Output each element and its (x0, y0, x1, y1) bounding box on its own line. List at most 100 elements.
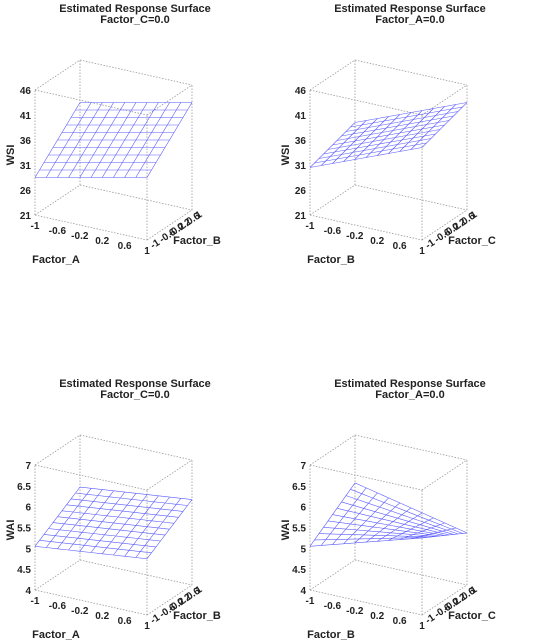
mesh-line-y (354, 502, 400, 544)
x-tick-label: 0.6 (393, 241, 407, 252)
surface-mesh (34, 486, 193, 560)
bounding-box-edge (79, 559, 193, 586)
x-tick-label: 0.2 (370, 236, 384, 247)
z-tick-label: 7 (25, 461, 31, 472)
bounding-box-edge (354, 559, 468, 586)
mesh-line-y (124, 102, 170, 178)
z-tick-label: 5 (25, 544, 31, 555)
mesh-line-y (135, 498, 182, 558)
bounding-box-edge (34, 589, 148, 616)
mesh-line-y (124, 496, 170, 557)
mesh-line-y (332, 492, 378, 545)
chart-title: Estimated Response Surface (59, 3, 211, 15)
bounding-box-edge (421, 84, 468, 116)
x-tick-label: -1 (31, 221, 40, 232)
y-axis-label: Factor_B (173, 610, 221, 622)
x-axis-label: Factor_A (32, 629, 80, 640)
y-axis-label: Factor_B (173, 235, 221, 247)
mesh-line-y (45, 102, 92, 178)
mesh-line-y (101, 102, 148, 178)
z-axis-label: WSI (5, 145, 17, 166)
mesh-line-y (146, 102, 193, 178)
chart-subtitle: Factor_C=0.0 (100, 389, 169, 401)
z-tick-label: 31 (20, 161, 32, 172)
x-axis-label: Factor_B (307, 254, 355, 266)
mesh-line-y (320, 120, 367, 166)
mesh-line-y (146, 499, 193, 559)
z-tick-label: 6.5 (292, 482, 306, 493)
x-tick-label: -0.2 (346, 231, 364, 242)
mesh-line-y (410, 104, 457, 150)
z-tick-label: 41 (295, 111, 307, 122)
bounding-box-edge (421, 209, 468, 241)
z-tick-label: 26 (20, 186, 32, 197)
chart-subtitle: Factor_C=0.0 (100, 14, 169, 26)
mesh-line-y (57, 489, 103, 549)
x-tick-label: 0.6 (118, 616, 132, 627)
z-tick-label: 4 (300, 586, 306, 597)
mesh-line-y (388, 517, 434, 541)
y-tick-label: 1 (194, 209, 205, 221)
z-tick-label: 6.5 (17, 482, 31, 493)
bounding-box-edge (34, 434, 81, 466)
mesh-line-y (332, 118, 378, 164)
bounding-box-edge (354, 59, 468, 86)
x-tick-label: -0.6 (49, 226, 67, 237)
mesh-line-y (365, 507, 412, 543)
chart-title: Estimated Response Surface (334, 3, 486, 15)
bounding-box-edge (309, 464, 423, 491)
mesh-line-y (79, 491, 126, 552)
x-tick-label: -1 (306, 221, 315, 232)
mesh-line-y (90, 493, 137, 553)
surface-mesh (309, 482, 468, 547)
mesh-line-y (101, 494, 148, 554)
x-tick-label: 0.2 (95, 236, 109, 247)
z-tick-label: 36 (295, 136, 307, 147)
x-tick-label: -0.6 (324, 601, 342, 612)
bounding-box-edge (354, 434, 468, 461)
y-axis-label: Factor_C (448, 610, 496, 622)
mesh-line-y (343, 116, 389, 162)
mesh-line-y (421, 532, 468, 539)
x-tick-label: 0.6 (118, 241, 132, 252)
z-axis-label: WAI (280, 520, 292, 541)
z-tick-label: 6 (300, 503, 306, 514)
z-tick-label: 31 (295, 161, 307, 172)
z-tick-label: 46 (20, 86, 32, 97)
mesh-line-y (309, 122, 356, 168)
z-tick-label: 5 (300, 544, 306, 555)
bounding-box-edge (421, 584, 468, 616)
x-tick-label: 1 (419, 246, 425, 257)
mesh-line-y (320, 487, 367, 546)
bounding-box-edge (309, 184, 356, 216)
x-tick-label: -0.6 (49, 601, 67, 612)
mesh-line-y (421, 102, 468, 148)
z-tick-label: 21 (295, 211, 307, 222)
mesh-line-y (79, 102, 126, 178)
mesh-line-y (365, 112, 412, 158)
z-tick-label: 4.5 (17, 565, 31, 576)
z-tick-label: 4.5 (292, 565, 306, 576)
z-tick-label: 6 (25, 503, 31, 514)
mesh-line-y (388, 108, 434, 154)
bounding-box-edge (354, 184, 468, 211)
chart-title: Estimated Response Surface (334, 378, 486, 390)
mesh-line-y (377, 512, 423, 542)
bounding-box-edge (34, 184, 81, 216)
x-tick-label: -1 (31, 596, 40, 607)
mesh-line-y (354, 114, 401, 160)
mesh-line-y (34, 486, 81, 547)
mesh-line-y (34, 102, 81, 178)
mesh-line-y (399, 106, 445, 152)
mesh-line-y (68, 102, 114, 178)
bounding-box-edge (309, 59, 356, 91)
mesh-line-y (343, 497, 389, 545)
z-tick-label: 5.5 (292, 524, 306, 535)
z-tick-label: 5.5 (17, 524, 31, 535)
z-tick-label: 46 (295, 86, 307, 97)
bounding-box-edge (146, 584, 193, 616)
mesh-line-y (113, 102, 159, 178)
